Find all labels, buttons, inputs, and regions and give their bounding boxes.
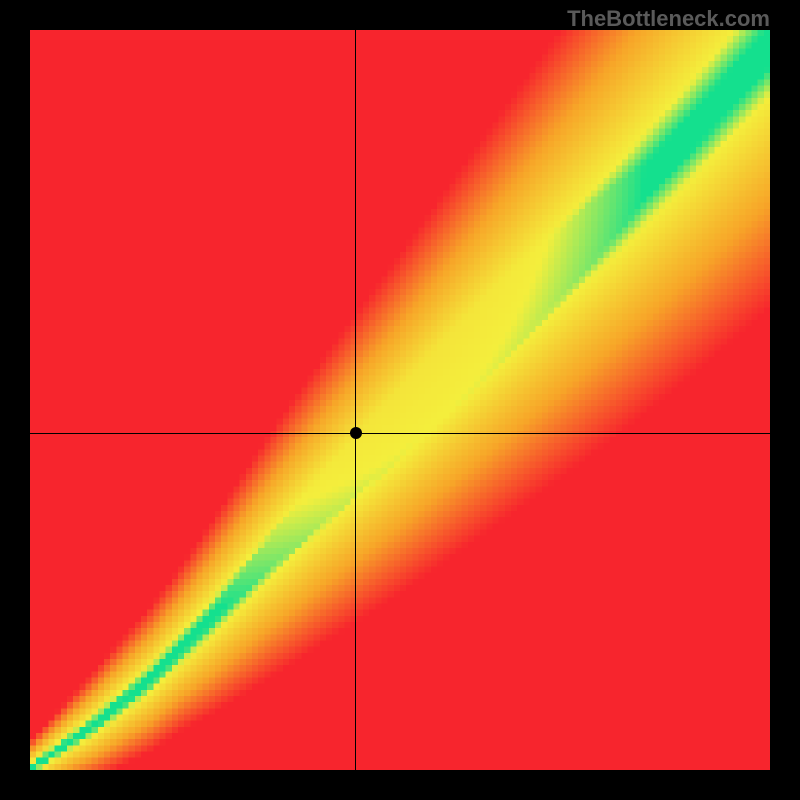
crosshair-marker	[350, 427, 362, 439]
chart-container: TheBottleneck.com	[0, 0, 800, 800]
crosshair-vertical	[355, 30, 356, 770]
watermark-text: TheBottleneck.com	[567, 6, 770, 32]
crosshair-horizontal	[30, 433, 770, 434]
bottleneck-heatmap	[30, 30, 770, 770]
